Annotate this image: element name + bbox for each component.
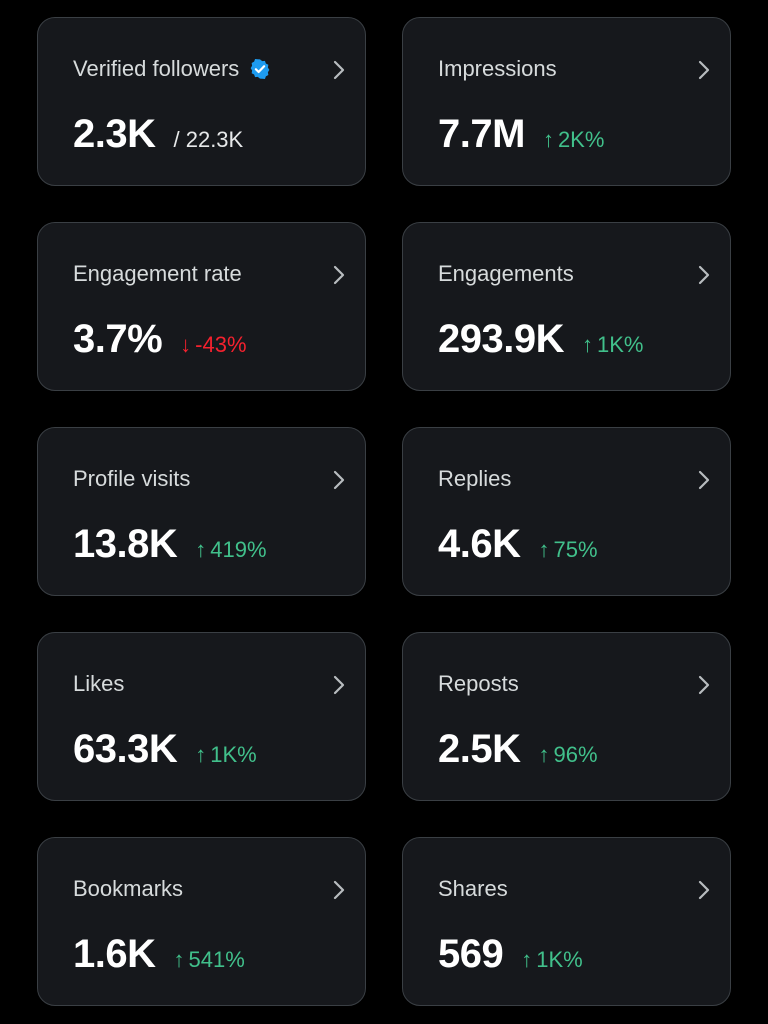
chevron-right-icon [333,470,345,490]
chevron-right-icon [333,675,345,695]
card-title: Shares [438,876,508,902]
card-impressions[interactable]: Impressions 7.7M ↑ 2K% [402,17,731,186]
metric-delta: ↓ -43% [180,332,246,358]
metric-row: 13.8K ↑ 419% [73,522,267,567]
arrow-up-icon: ↑ [542,127,554,152]
metric-row: 3.7% ↓ -43% [73,317,247,362]
chevron-right-icon [698,60,710,80]
card-likes[interactable]: Likes 63.3K ↑ 1K% [37,632,366,801]
metric-row: 2.5K ↑ 96% [438,727,598,772]
arrow-up-icon: ↑ [581,332,593,357]
metric-value: 4.6K [438,522,521,566]
metric-value: 2.5K [438,727,521,771]
metric-delta: ↑ 419% [195,537,266,563]
card-label: Bookmarks [73,876,184,901]
card-label: Engagement rate [73,261,242,286]
arrow-up-icon: ↑ [538,537,550,562]
arrow-up-icon: ↑ [195,537,207,562]
metric-value: 293.9K [438,317,564,361]
card-title: Verified followers [73,56,271,82]
delta-value: 541% [188,947,245,972]
metric-delta: ↑ 96% [539,742,598,768]
metric-delta: ↑ 75% [539,537,598,563]
metric-delta: ↑ 1K% [521,947,582,973]
arrow-up-icon: ↑ [195,742,207,767]
metric-delta: ↑ 2K% [543,127,604,153]
delta-value: 75% [553,537,598,562]
metrics-grid: Verified followers 2.3K / 22.3K Impressi… [37,17,731,1006]
metric-row: 293.9K ↑ 1K% [438,317,643,362]
metric-delta: ↑ 1K% [582,332,643,358]
arrow-up-icon: ↑ [521,947,533,972]
verified-badge-icon [250,59,270,79]
metric-row: 7.7M ↑ 2K% [438,112,604,157]
metric-row: 2.3K / 22.3K [73,112,243,157]
delta-value: 1K% [536,947,583,972]
card-engagement-rate[interactable]: Engagement rate 3.7% ↓ -43% [37,222,366,391]
card-label: Engagements [438,261,574,286]
card-label: Impressions [438,56,557,81]
card-title: Impressions [438,56,557,82]
delta-value: 1K% [210,742,257,767]
chevron-right-icon [333,60,345,80]
metric-row: 4.6K ↑ 75% [438,522,598,567]
metric-delta: ↑ 541% [174,947,245,973]
card-title: Engagements [438,261,574,287]
metric-value: 1.6K [73,932,156,976]
chevron-right-icon [698,265,710,285]
card-profile-visits[interactable]: Profile visits 13.8K ↑ 419% [37,427,366,596]
card-title: Reposts [438,671,519,697]
metric-value: 13.8K [73,522,178,566]
delta-value: 1K% [596,332,644,357]
card-label: Verified followers [73,56,240,81]
card-title: Likes [73,671,124,697]
metric-row: 569 ↑ 1K% [438,932,583,977]
card-bookmarks[interactable]: Bookmarks 1.6K ↑ 541% [37,837,366,1006]
card-engagements[interactable]: Engagements 293.9K ↑ 1K% [402,222,731,391]
delta-value: 2K% [557,127,605,152]
chevron-right-icon [333,880,345,900]
card-title: Profile visits [73,466,190,492]
card-label: Profile visits [73,466,191,491]
metric-row: 63.3K ↑ 1K% [73,727,257,772]
metric-total: / 22.3K [173,127,244,152]
arrow-up-icon: ↑ [173,947,185,972]
card-replies[interactable]: Replies 4.6K ↑ 75% [402,427,731,596]
delta-value: 96% [553,742,598,767]
card-label: Likes [73,671,125,696]
metric-row: 1.6K ↑ 541% [73,932,245,977]
metric-value: 7.7M [438,112,525,156]
card-label: Replies [438,466,512,491]
chevron-right-icon [698,675,710,695]
card-label: Reposts [438,671,519,696]
metric-value: 63.3K [73,727,178,771]
metric-value: 3.7% [73,317,163,361]
metric-value: 2.3K [73,112,156,156]
card-verified-followers[interactable]: Verified followers 2.3K / 22.3K [37,17,366,186]
delta-value: 419% [210,537,267,562]
metric-value: 569 [438,932,504,976]
card-label: Shares [438,876,508,901]
chevron-right-icon [698,880,710,900]
card-shares[interactable]: Shares 569 ↑ 1K% [402,837,731,1006]
chevron-right-icon [333,265,345,285]
metric-delta: ↑ 1K% [195,742,256,768]
arrow-up-icon: ↑ [538,742,550,767]
card-title: Bookmarks [73,876,183,902]
chevron-right-icon [698,470,710,490]
card-reposts[interactable]: Reposts 2.5K ↑ 96% [402,632,731,801]
card-title: Engagement rate [73,261,242,287]
arrow-down-icon: ↓ [180,332,192,357]
card-title: Replies [438,466,511,492]
delta-value: -43% [195,332,247,357]
